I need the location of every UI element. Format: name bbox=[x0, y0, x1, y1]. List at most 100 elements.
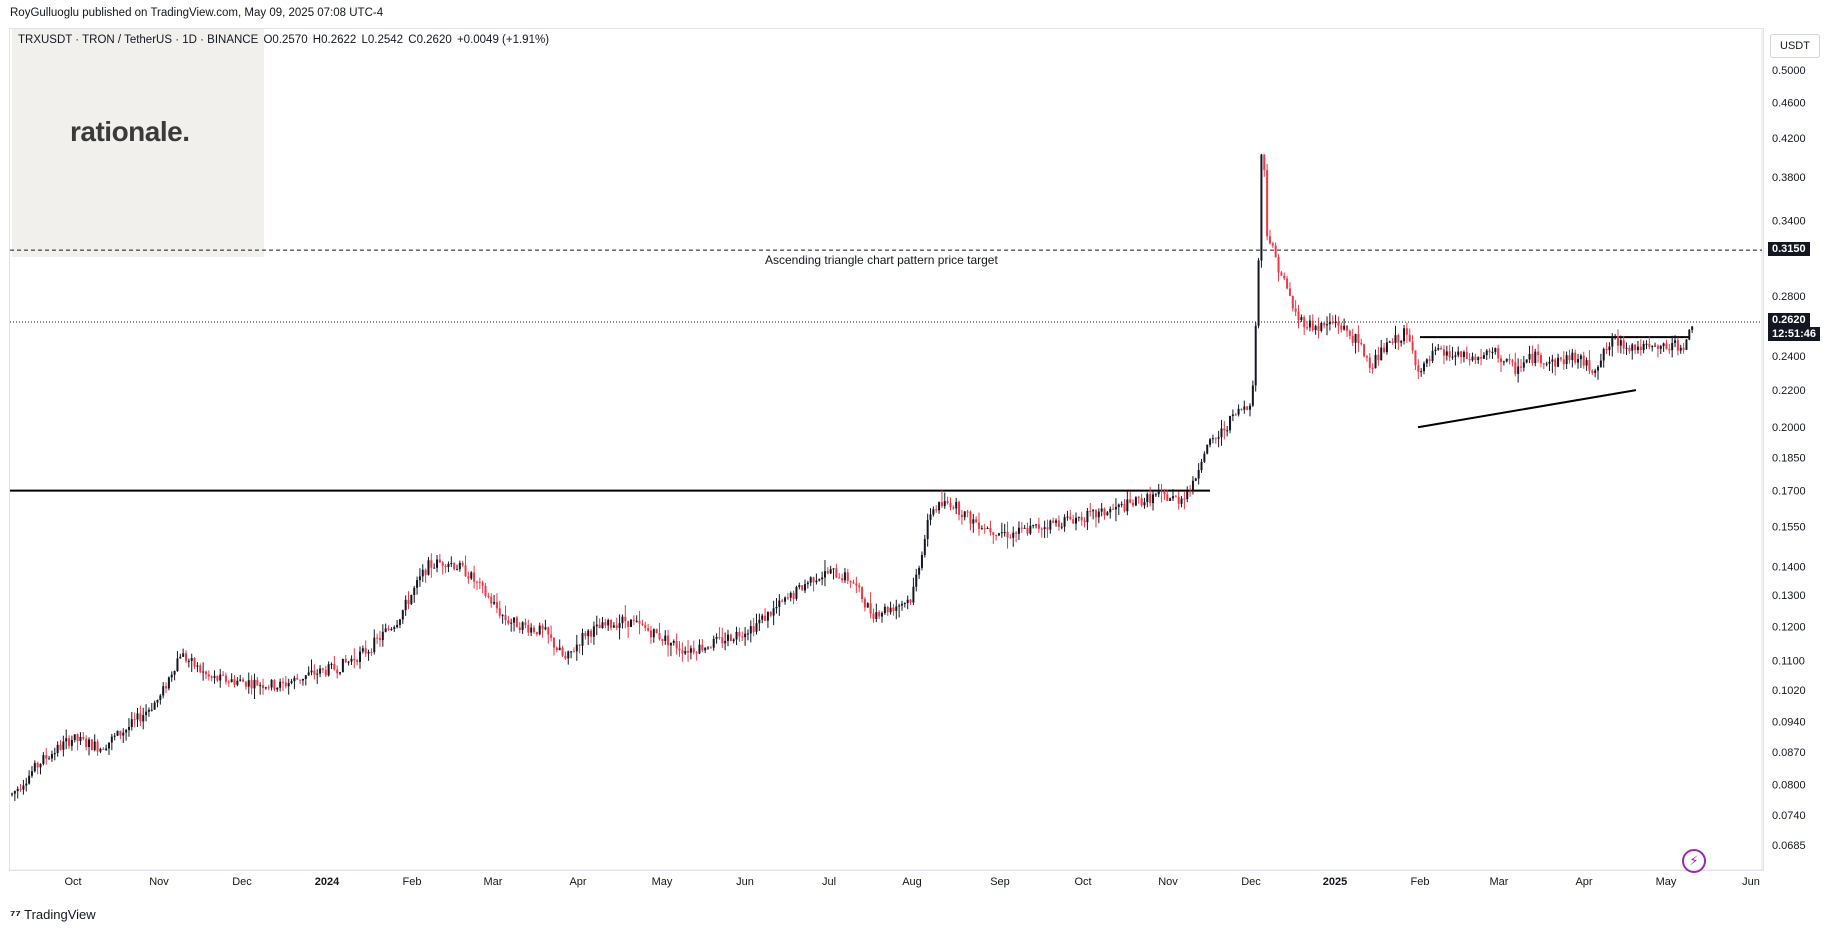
candle-body-286 bbox=[826, 571, 829, 574]
candle-body-21 bbox=[70, 739, 73, 746]
candle-body-299 bbox=[863, 599, 866, 608]
candle-body-276 bbox=[798, 585, 801, 588]
candle-body-105 bbox=[310, 670, 313, 673]
candle-body-549 bbox=[1577, 359, 1580, 363]
candle-body-453 bbox=[1303, 317, 1306, 328]
candle-body-85 bbox=[253, 679, 256, 689]
candle-body-239 bbox=[692, 648, 695, 653]
candle-body-52 bbox=[159, 695, 162, 700]
candle-body-515 bbox=[1480, 357, 1483, 359]
candle-body-162 bbox=[473, 572, 476, 582]
candle-body-574 bbox=[1648, 343, 1651, 347]
candle-body-342 bbox=[986, 528, 989, 530]
tradingview-logo[interactable]: ⁷⁷ TradingView bbox=[10, 907, 96, 922]
candle-body-327 bbox=[943, 501, 946, 507]
candle-body-192 bbox=[558, 647, 561, 651]
candle-body-258 bbox=[746, 633, 749, 635]
candle-body-23 bbox=[76, 734, 79, 742]
candle-body-328 bbox=[946, 501, 949, 504]
candle-body-451 bbox=[1297, 311, 1300, 321]
candle-body-548 bbox=[1574, 352, 1577, 363]
candle-body-255 bbox=[738, 631, 741, 637]
candle-body-227 bbox=[658, 633, 661, 639]
candle-body-465 bbox=[1337, 321, 1340, 326]
y-tick-label-12: 0.1400 bbox=[1772, 561, 1806, 573]
candle-body-576 bbox=[1654, 345, 1657, 347]
candle-body-75 bbox=[224, 675, 227, 682]
candle-body-151 bbox=[441, 562, 444, 566]
candle-body-398 bbox=[1146, 494, 1149, 503]
candle-body-499 bbox=[1434, 349, 1437, 352]
candle-body-531 bbox=[1525, 359, 1528, 363]
candle-body-301 bbox=[869, 603, 872, 614]
candle-body-185 bbox=[538, 625, 541, 635]
candle-body-503 bbox=[1445, 351, 1448, 356]
candle-body-436 bbox=[1254, 325, 1257, 386]
candle-body-202 bbox=[587, 630, 590, 637]
candle-body-277 bbox=[801, 585, 804, 591]
candle-body-68 bbox=[204, 671, 207, 675]
candle-body-11 bbox=[42, 755, 45, 764]
candle-body-208 bbox=[604, 622, 607, 626]
y-tick-label-16: 0.1020 bbox=[1772, 685, 1806, 697]
candle-body-308 bbox=[889, 607, 892, 613]
candle-body-552 bbox=[1585, 360, 1588, 366]
low-value: L0.2542 bbox=[361, 34, 404, 46]
candle-body-167 bbox=[487, 596, 490, 598]
candle-body-65 bbox=[196, 665, 199, 667]
candle-body-51 bbox=[156, 699, 159, 703]
target-annotation: Ascending triangle chart pattern price t… bbox=[765, 253, 998, 268]
y-tick-label-0: 0.5000 bbox=[1772, 65, 1806, 77]
candle-body-311 bbox=[898, 605, 901, 607]
candle-body-367 bbox=[1057, 520, 1060, 527]
candle-body-471 bbox=[1354, 334, 1357, 343]
candle-body-222 bbox=[644, 624, 647, 629]
symbol-name[interactable]: TRXUSDT · TRON / TetherUS · 1D · BINANCE bbox=[18, 34, 259, 46]
candle-body-174 bbox=[507, 620, 510, 624]
candle-body-338 bbox=[975, 519, 978, 523]
candle-body-352 bbox=[1015, 532, 1018, 534]
y-tick-label-7: 0.2200 bbox=[1772, 385, 1806, 397]
candle-body-63 bbox=[190, 658, 193, 661]
candle-body-414 bbox=[1191, 480, 1194, 492]
candle-body-498 bbox=[1431, 351, 1434, 361]
candle-body-557 bbox=[1599, 360, 1602, 367]
candle-body-193 bbox=[561, 647, 564, 656]
candle-body-566 bbox=[1625, 347, 1628, 349]
candle-body-211 bbox=[612, 625, 615, 628]
candle-body-28 bbox=[90, 739, 93, 751]
candle-body-254 bbox=[735, 631, 738, 640]
y-tick-label-14: 0.1200 bbox=[1772, 621, 1806, 633]
candle-body-282 bbox=[815, 580, 818, 583]
triangle-support-line bbox=[1417, 389, 1637, 429]
candle-body-380 bbox=[1094, 510, 1097, 518]
candle-body-43 bbox=[133, 719, 136, 721]
candle-body-479 bbox=[1377, 354, 1380, 361]
candle-body-383 bbox=[1103, 508, 1106, 516]
candle-body-475 bbox=[1365, 356, 1368, 358]
candle-body-176 bbox=[513, 617, 516, 623]
candle-body-413 bbox=[1189, 491, 1192, 493]
candle-body-8 bbox=[33, 762, 36, 772]
candle-body-472 bbox=[1357, 334, 1360, 343]
candle-body-41 bbox=[127, 726, 130, 730]
candle-body-406 bbox=[1169, 498, 1172, 501]
candle-body-84 bbox=[250, 680, 253, 689]
candle-body-434 bbox=[1249, 405, 1252, 410]
candle-body-196 bbox=[570, 651, 573, 653]
candle-body-422 bbox=[1214, 438, 1217, 440]
candle-body-357 bbox=[1029, 525, 1032, 534]
candle-body-64 bbox=[193, 658, 196, 667]
candle-body-206 bbox=[598, 624, 601, 629]
x-tick-label-17: Mar bbox=[1490, 876, 1509, 888]
candle-body-582 bbox=[1671, 342, 1674, 351]
currency-button[interactable]: USDT bbox=[1770, 34, 1820, 58]
candle-body-204 bbox=[592, 626, 595, 637]
candle-body-455 bbox=[1308, 320, 1311, 328]
candle-body-86 bbox=[256, 679, 259, 686]
candle-body-79 bbox=[236, 680, 239, 685]
candle-body-145 bbox=[424, 569, 427, 575]
candle-body-126 bbox=[370, 652, 373, 654]
flash-icon[interactable]: ⚡ bbox=[1682, 849, 1706, 873]
